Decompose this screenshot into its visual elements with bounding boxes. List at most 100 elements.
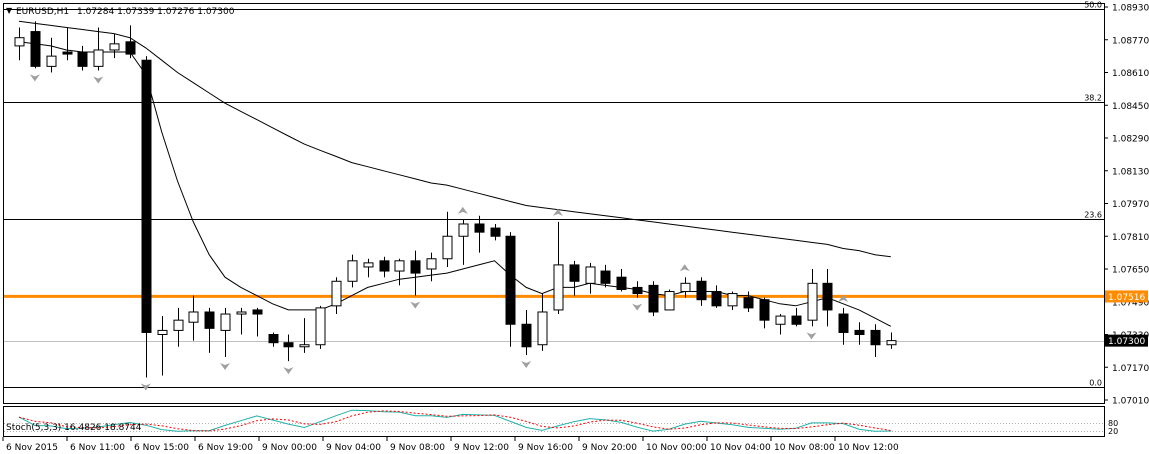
candle-body-45 — [727, 293, 738, 307]
fractal-down-icon — [220, 363, 231, 371]
stoch-signal-line — [18, 410, 891, 432]
candle-body-15 — [252, 309, 263, 315]
chart-menu-arrow-icon[interactable]: ▼ — [6, 6, 13, 15]
candle-body-40 — [648, 284, 659, 313]
candle-body-2 — [46, 55, 57, 67]
candle-body-20 — [331, 280, 342, 307]
price-tick-label-11: 1.07170 — [1112, 364, 1149, 374]
candle-body-16 — [268, 334, 279, 344]
fractal-down-icon — [410, 301, 421, 309]
candle-body-23 — [379, 260, 390, 272]
candle-body-47 — [759, 299, 770, 321]
price-tick-label-3: 1.08450 — [1112, 102, 1149, 112]
candle-body-7 — [125, 41, 136, 55]
chart-symbol-title: EURUSD,H1 — [16, 7, 69, 17]
current-price-tag-bg — [1105, 334, 1148, 347]
fractal-down-icon — [521, 360, 532, 368]
candle-body-30 — [490, 227, 501, 237]
moving-averages-layer — [18, 20, 892, 327]
price-tick-label-0: 1.08930 — [1112, 4, 1149, 14]
ma-fast-line — [18, 41, 892, 327]
time-tick-label-1: 6 Nov 11:00 — [70, 443, 125, 453]
stoch-level-label-80: 80 — [1108, 419, 1118, 428]
time-tick-label-4: 9 Nov 00:00 — [262, 443, 317, 453]
candle-body-11 — [188, 311, 199, 323]
candle-body-26 — [426, 258, 437, 270]
fractal-down-icon — [632, 303, 643, 311]
candle-body-33 — [537, 311, 548, 346]
candle-body-54 — [870, 329, 881, 346]
candle-body-14 — [236, 311, 247, 315]
candle-body-29 — [474, 223, 485, 233]
candle-body-3 — [62, 51, 73, 55]
fib-level-label-2: 23.6 — [1084, 211, 1102, 220]
main-plot-frame — [3, 3, 1105, 404]
candle-body-13 — [220, 313, 231, 331]
fib-level-label-0: 50.0 — [1084, 1, 1102, 10]
price-tick-label-8: 1.07650 — [1112, 266, 1149, 276]
candle-body-6 — [109, 43, 120, 51]
candles-layer — [14, 21, 897, 378]
stochastic-layer — [18, 409, 891, 432]
stoch-title: Stoch(5,3,3) 16.4826 18.8744 — [6, 423, 142, 433]
support-price-tag: 1.07516 — [1108, 293, 1145, 303]
time-tick-label-8: 9 Nov 16:00 — [518, 443, 573, 453]
candle-body-27 — [442, 235, 453, 260]
candle-body-48 — [775, 315, 786, 325]
candle-body-46 — [743, 297, 754, 309]
fib-level-label-3: 0.0 — [1089, 379, 1102, 388]
candle-body-55 — [886, 340, 897, 346]
candle-body-38 — [616, 276, 627, 290]
price-tick-label-7: 1.07810 — [1112, 233, 1149, 243]
price-tick-label-6: 1.07970 — [1112, 200, 1149, 210]
time-tick-label-11: 10 Nov 04:00 — [710, 443, 771, 453]
fractal-up-icon — [552, 208, 563, 216]
candle-body-34 — [553, 264, 564, 311]
time-tick-label-9: 9 Nov 20:00 — [582, 443, 637, 453]
candle-body-4 — [77, 51, 88, 67]
candle-body-42 — [680, 282, 691, 293]
candle-body-44 — [711, 291, 722, 307]
fractal-down-icon — [29, 74, 40, 82]
candle-body-17 — [283, 342, 294, 348]
fractal-up-icon — [457, 206, 468, 214]
fractal-down-icon — [93, 76, 104, 84]
time-tick-label-2: 6 Nov 15:00 — [134, 443, 189, 453]
price-tick-label-5: 1.08130 — [1112, 167, 1149, 177]
fractal-down-icon — [140, 383, 151, 391]
time-tick-label-5: 9 Nov 04:00 — [326, 443, 381, 453]
fractals-layer — [29, 74, 849, 391]
price-axis: 1.08930 1.08770 1.08610 1.08450 1.08290 1.081… — [1104, 4, 1149, 407]
candle-body-51 — [822, 282, 833, 311]
price-tick-label-2: 1.08610 — [1112, 69, 1149, 79]
candle-body-28 — [458, 223, 469, 237]
candle-body-9 — [157, 329, 168, 335]
price-tick-label-9: 1.07490 — [1112, 298, 1149, 308]
candle-body-36 — [585, 266, 596, 284]
candle-body-32 — [521, 323, 532, 348]
candle-body-21 — [347, 260, 358, 282]
candle-body-19 — [315, 307, 326, 346]
candle-body-12 — [204, 311, 215, 329]
stoch-level-label-20: 20 — [1108, 427, 1118, 436]
candle-body-49 — [791, 315, 802, 325]
ma-slow-line — [18, 20, 891, 258]
candle-body-52 — [838, 313, 849, 333]
candle-body-41 — [664, 291, 675, 311]
candle-body-35 — [569, 264, 580, 282]
candle-body-50 — [807, 282, 818, 321]
candle-body-1 — [30, 31, 41, 67]
candle-body-53 — [854, 329, 865, 335]
time-axis: 6 Nov 2015 6 Nov 11:00 6 Nov 15:00 6 Nov 19… — [2, 437, 899, 453]
fractal-down-icon — [806, 332, 817, 340]
time-tick-label-0: 6 Nov 2015 — [6, 443, 58, 453]
candle-body-5 — [93, 49, 104, 67]
chart-ohlc-values: 1.07284 1.07339 1.07276 1.07300 — [77, 7, 235, 17]
candle-body-31 — [505, 235, 516, 325]
candle-body-24 — [394, 260, 405, 272]
candle-body-18 — [299, 344, 310, 348]
price-tick-label-1: 1.08770 — [1112, 36, 1149, 46]
fractal-down-icon — [283, 367, 294, 375]
time-tick-label-10: 10 Nov 00:00 — [646, 443, 707, 453]
